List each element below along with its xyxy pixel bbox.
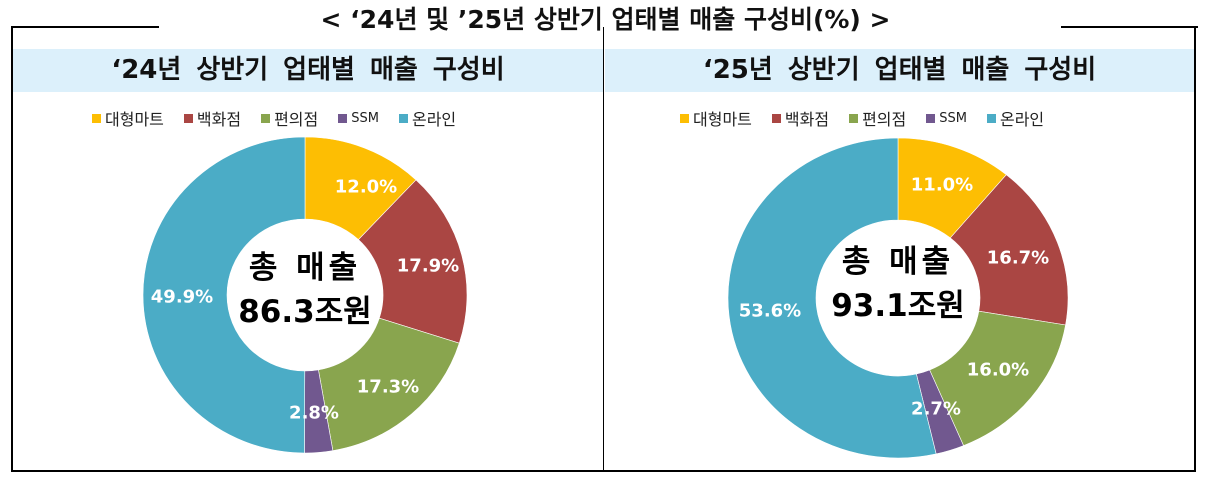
panel-1-center-total: 총 매출 86.3조원 — [238, 250, 372, 330]
swatch-icon — [849, 113, 859, 123]
legend-item-hypermarket: 대형마트 — [680, 106, 752, 130]
legend-item-department-store: 백화점 — [771, 106, 829, 130]
legend-item-convenience-store: 편의점 — [849, 106, 906, 130]
label-online-2024: 49.9% — [150, 286, 214, 308]
swatch-icon — [398, 113, 408, 123]
panel-2-center-total: 총 매출 93.1조원 — [831, 244, 965, 324]
label-hypermarket-2024: 12.0% — [334, 176, 398, 198]
label-ssm-2025: 2.7% — [911, 398, 961, 420]
legend-item-convenience-store: 편의점 — [261, 106, 318, 130]
donut-slice-1 — [358, 179, 468, 344]
label-hypermarket-2025: 11.0% — [910, 174, 974, 196]
panel-2-title-band — [605, 49, 1194, 92]
swatch-icon — [986, 113, 996, 123]
donut-slice-1 — [949, 174, 1069, 326]
donut-slice-2 — [929, 310, 1066, 447]
panel-1-title: ‘24년 상반기 업태별 매출 구성비 — [111, 55, 505, 85]
legend-item-ssm: SSM — [338, 111, 379, 126]
panel-2-legend: 대형마트 백화점 편의점 SSM 온라인 — [680, 106, 1044, 130]
legend-item-online: 온라인 — [986, 106, 1044, 130]
swatch-icon — [261, 113, 271, 123]
swatch-icon — [680, 113, 689, 123]
legend-item-hypermarket: 대형마트 — [92, 106, 164, 130]
donut-slice-4 — [142, 136, 306, 454]
panel-divider — [603, 27, 604, 472]
swatch-icon — [338, 113, 348, 123]
label-department-store-2024: 17.9% — [396, 255, 460, 277]
top-border-left — [11, 26, 159, 28]
label-convenience-store-2024: 17.3% — [356, 376, 420, 398]
legend-item-department-store: 백화점 — [183, 106, 241, 130]
top-border-right — [1061, 26, 1198, 28]
swatch-icon — [183, 113, 193, 123]
label-ssm-2024: 2.8% — [289, 402, 339, 424]
swatch-icon — [92, 113, 101, 123]
panel-2-title: ‘25년 상반기 업태별 매출 구성비 — [702, 55, 1097, 85]
panel-1-title-band — [13, 49, 603, 92]
main-title: < ‘24년 및 ’25년 상반기 업태별 매출 구성비(%) > — [320, 5, 891, 34]
label-department-store-2025: 16.7% — [986, 247, 1050, 269]
legend-item-online: 온라인 — [398, 106, 456, 130]
swatch-icon — [771, 113, 781, 123]
panel-1-legend: 대형마트 백화점 편의점 SSM 온라인 — [92, 106, 456, 130]
label-online-2025: 53.6% — [738, 300, 802, 322]
swatch-icon — [926, 113, 936, 123]
donut-slice-2 — [318, 317, 460, 451]
donut-slice-4 — [727, 137, 937, 459]
legend-item-ssm: SSM — [926, 111, 967, 126]
label-convenience-store-2025: 16.0% — [966, 359, 1030, 381]
